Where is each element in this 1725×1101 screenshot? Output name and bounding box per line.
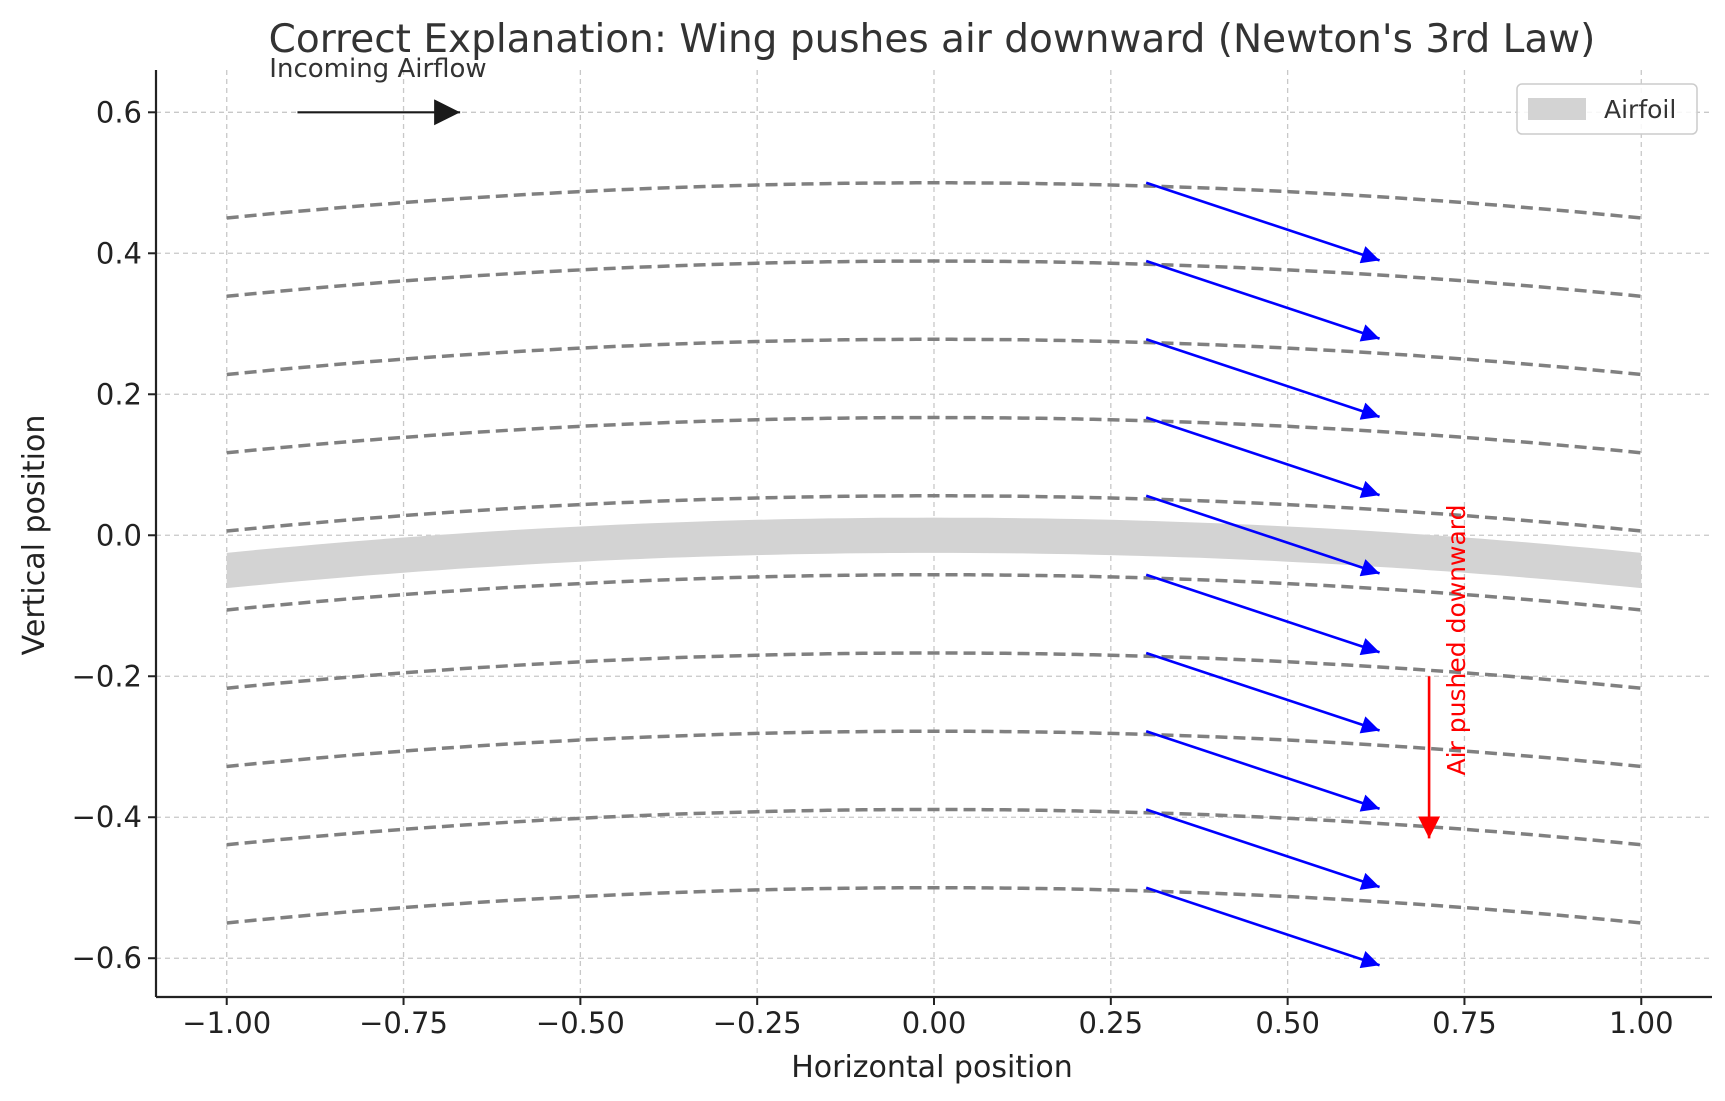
axes: −1.00 −0.75 −0.50 −0.25 0.00 0.25 0.50 0.75 1.00… xyxy=(72,70,1712,1040)
chart-title: Correct Explanation: Wing pushes air dow… xyxy=(269,17,1596,62)
downwash-arrow xyxy=(1145,181,1380,264)
streamline xyxy=(226,415,1642,455)
streamline xyxy=(226,181,1642,220)
downwash-arrow xyxy=(1145,338,1380,420)
downwash-arrow xyxy=(1145,259,1380,342)
y-tick-label: −0.2 xyxy=(72,659,142,693)
downwash-arrow xyxy=(1145,808,1380,890)
incoming-airflow-label: Incoming Airflow xyxy=(269,54,486,84)
streamline xyxy=(226,494,1642,533)
airfoil-layer xyxy=(226,517,1642,589)
x-tick-label: 0.25 xyxy=(1079,1006,1144,1040)
x-tick-label: 1.00 xyxy=(1609,1006,1674,1040)
y-axis-label: Vertical position xyxy=(17,415,52,656)
downwash-arrow xyxy=(1145,651,1380,734)
y-tick-label: 0.4 xyxy=(96,236,142,270)
legend-box xyxy=(1516,83,1698,135)
streamline xyxy=(226,651,1642,690)
streamline xyxy=(226,729,1642,769)
y-tick-label: −0.6 xyxy=(72,941,142,975)
downwash-arrow xyxy=(1145,886,1380,969)
x-tick-label: 0.75 xyxy=(1432,1006,1497,1040)
x-tick-label: −0.50 xyxy=(536,1006,625,1040)
downwash-arrow xyxy=(1145,730,1380,812)
streamline xyxy=(226,885,1642,925)
x-tick-label: −0.25 xyxy=(713,1006,802,1040)
y-tick-label: 0.2 xyxy=(96,377,142,411)
downwash-arrow xyxy=(1145,494,1380,577)
airfoil-shape xyxy=(226,517,1642,589)
legend: Airfoil xyxy=(1516,83,1698,135)
annotation-layer: Incoming Airflow Air pushed downward xyxy=(269,54,1471,839)
streamline xyxy=(226,807,1642,847)
streamline xyxy=(226,337,1642,377)
y-tick-label: 0.0 xyxy=(96,518,142,552)
x-axis-label: Horizontal position xyxy=(791,1050,1073,1085)
x-tick-label: 0.00 xyxy=(902,1006,967,1040)
x-tick-label: −1.00 xyxy=(182,1006,271,1040)
streamline xyxy=(226,572,1642,612)
legend-swatch xyxy=(1528,98,1586,120)
x-tick-label: 0.50 xyxy=(1255,1006,1320,1040)
x-tick-label: −0.75 xyxy=(359,1006,448,1040)
y-tick-label: 0.6 xyxy=(96,95,142,129)
downwash-arrow xyxy=(1145,573,1380,656)
downwash-arrow-layer xyxy=(1145,181,1380,969)
y-tick-label: −0.4 xyxy=(72,800,142,834)
streamline-layer xyxy=(226,181,1642,925)
legend-label: Airfoil xyxy=(1604,95,1676,124)
streamline xyxy=(226,259,1642,299)
air-pushed-downward-label: Air pushed downward xyxy=(1442,505,1471,776)
downwash-arrow xyxy=(1145,416,1380,498)
